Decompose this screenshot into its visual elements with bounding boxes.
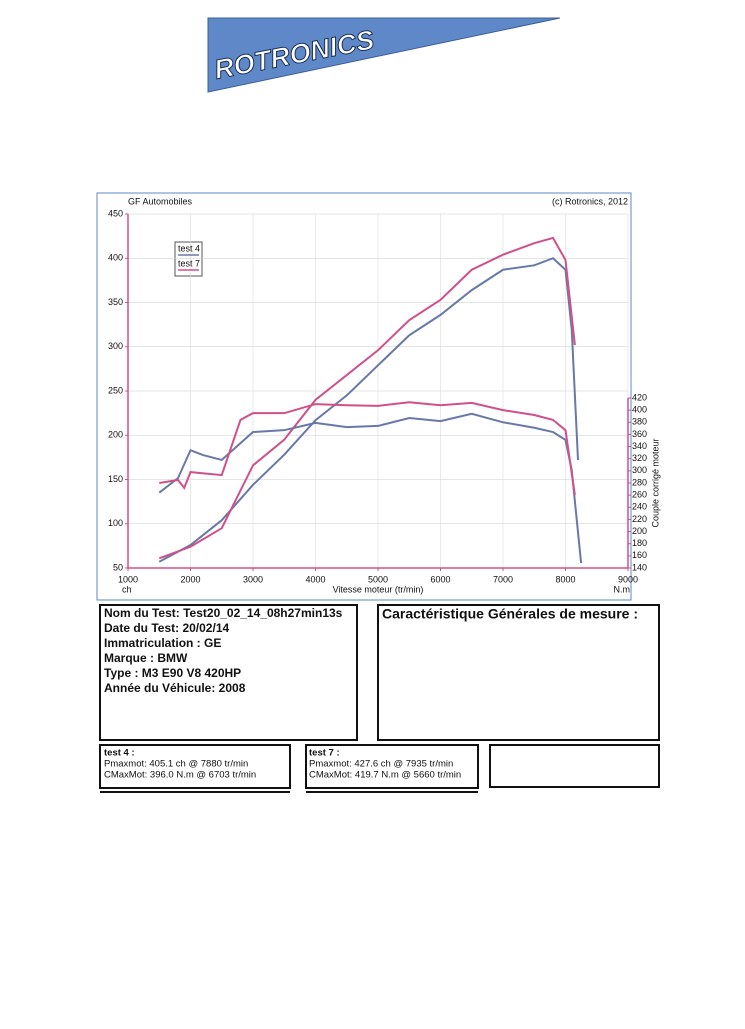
info-line: Type : M3 E90 V8 420HP xyxy=(104,666,241,680)
x-tick-label: 5000 xyxy=(368,574,388,584)
test-line: Pmaxmot: 405.1 ch @ 7880 tr/min xyxy=(104,759,248,770)
y2-tick-label: 200 xyxy=(632,526,647,536)
chart-frame xyxy=(96,192,632,601)
chart-subtitle: GF Automobiles xyxy=(128,196,193,206)
info-line: Année du Véhicule: 2008 xyxy=(104,681,246,695)
info-line: Nom du Test: Test20_02_14_08h27min13s xyxy=(104,606,343,620)
y-tick-label: 100 xyxy=(108,518,123,528)
chart-subtitle: (c) Rotronics, 2012 xyxy=(552,196,628,206)
x-tick-label: 1000 xyxy=(118,574,138,584)
test-line: Pmaxmot: 427.6 ch @ 7935 tr/min xyxy=(309,759,453,770)
line-series xyxy=(158,412,583,564)
y-tick-label: 200 xyxy=(108,430,123,440)
line-series xyxy=(158,257,579,563)
line-series xyxy=(159,401,576,496)
test-box xyxy=(99,744,291,789)
y2-tick-label: 280 xyxy=(632,477,647,487)
x-tick-label: 7000 xyxy=(493,574,513,584)
y-unit: ch xyxy=(122,584,132,594)
y2-tick-label: 220 xyxy=(632,514,647,524)
x-tick-label: 3000 xyxy=(243,574,263,584)
y2-tick-label: 180 xyxy=(632,538,647,548)
test-title: test 7 : xyxy=(309,748,340,759)
y2-tick-label: 380 xyxy=(632,417,647,427)
general-box xyxy=(377,604,660,741)
x-tick-label: 4000 xyxy=(305,574,325,584)
info-line: Immatriculation : GE xyxy=(104,636,221,650)
y-tick-label: 400 xyxy=(108,253,123,263)
y2-tick-label: 160 xyxy=(632,550,647,560)
y2-tick-label: 140 xyxy=(632,562,647,572)
y2-unit: N.m xyxy=(614,584,631,594)
y-tick-label: 350 xyxy=(108,297,123,307)
info-box xyxy=(99,604,358,741)
y2-tick-label: 400 xyxy=(632,405,647,415)
test-box xyxy=(489,744,660,788)
logo-banner xyxy=(207,17,561,93)
info-line: Marque : BMW xyxy=(104,651,188,665)
y2-axis-label: Couple corrigé moteur xyxy=(650,438,660,527)
x-tick-label: 9000 xyxy=(618,574,638,584)
test-box xyxy=(305,744,479,789)
x-axis-label: Vitesse moteur (tr/min) xyxy=(333,584,424,594)
legend-label: test 4 xyxy=(178,243,200,253)
test-title: test 4 : xyxy=(104,748,135,759)
x-tick-label: 8000 xyxy=(555,574,575,584)
y2-tick-label: 360 xyxy=(632,429,647,439)
test-line: CMaxMot: 419.7 N.m @ 5660 tr/min xyxy=(309,770,461,781)
y-tick-label: 50 xyxy=(113,562,123,572)
y2-tick-label: 260 xyxy=(632,490,647,500)
test-line: CMaxMot: 396.0 N.m @ 6703 tr/min xyxy=(104,770,256,781)
y2-tick-label: 240 xyxy=(632,502,647,512)
y-tick-label: 300 xyxy=(108,341,123,351)
y-tick-label: 450 xyxy=(108,208,123,218)
line-series xyxy=(158,236,576,560)
x-tick-label: 2000 xyxy=(180,574,200,584)
y2-tick-label: 420 xyxy=(632,392,647,402)
y2-tick-label: 300 xyxy=(632,465,647,475)
y-tick-label: 250 xyxy=(108,385,123,395)
info-line: Date du Test: 20/02/14 xyxy=(104,621,229,635)
y2-tick-label: 340 xyxy=(632,441,647,451)
general-title: Caractéristique Générales de mesure : xyxy=(382,606,638,622)
y2-tick-label: 320 xyxy=(632,453,647,463)
legend-label: test 7 xyxy=(178,258,200,268)
x-tick-label: 6000 xyxy=(430,574,450,584)
y-tick-label: 150 xyxy=(108,474,123,484)
